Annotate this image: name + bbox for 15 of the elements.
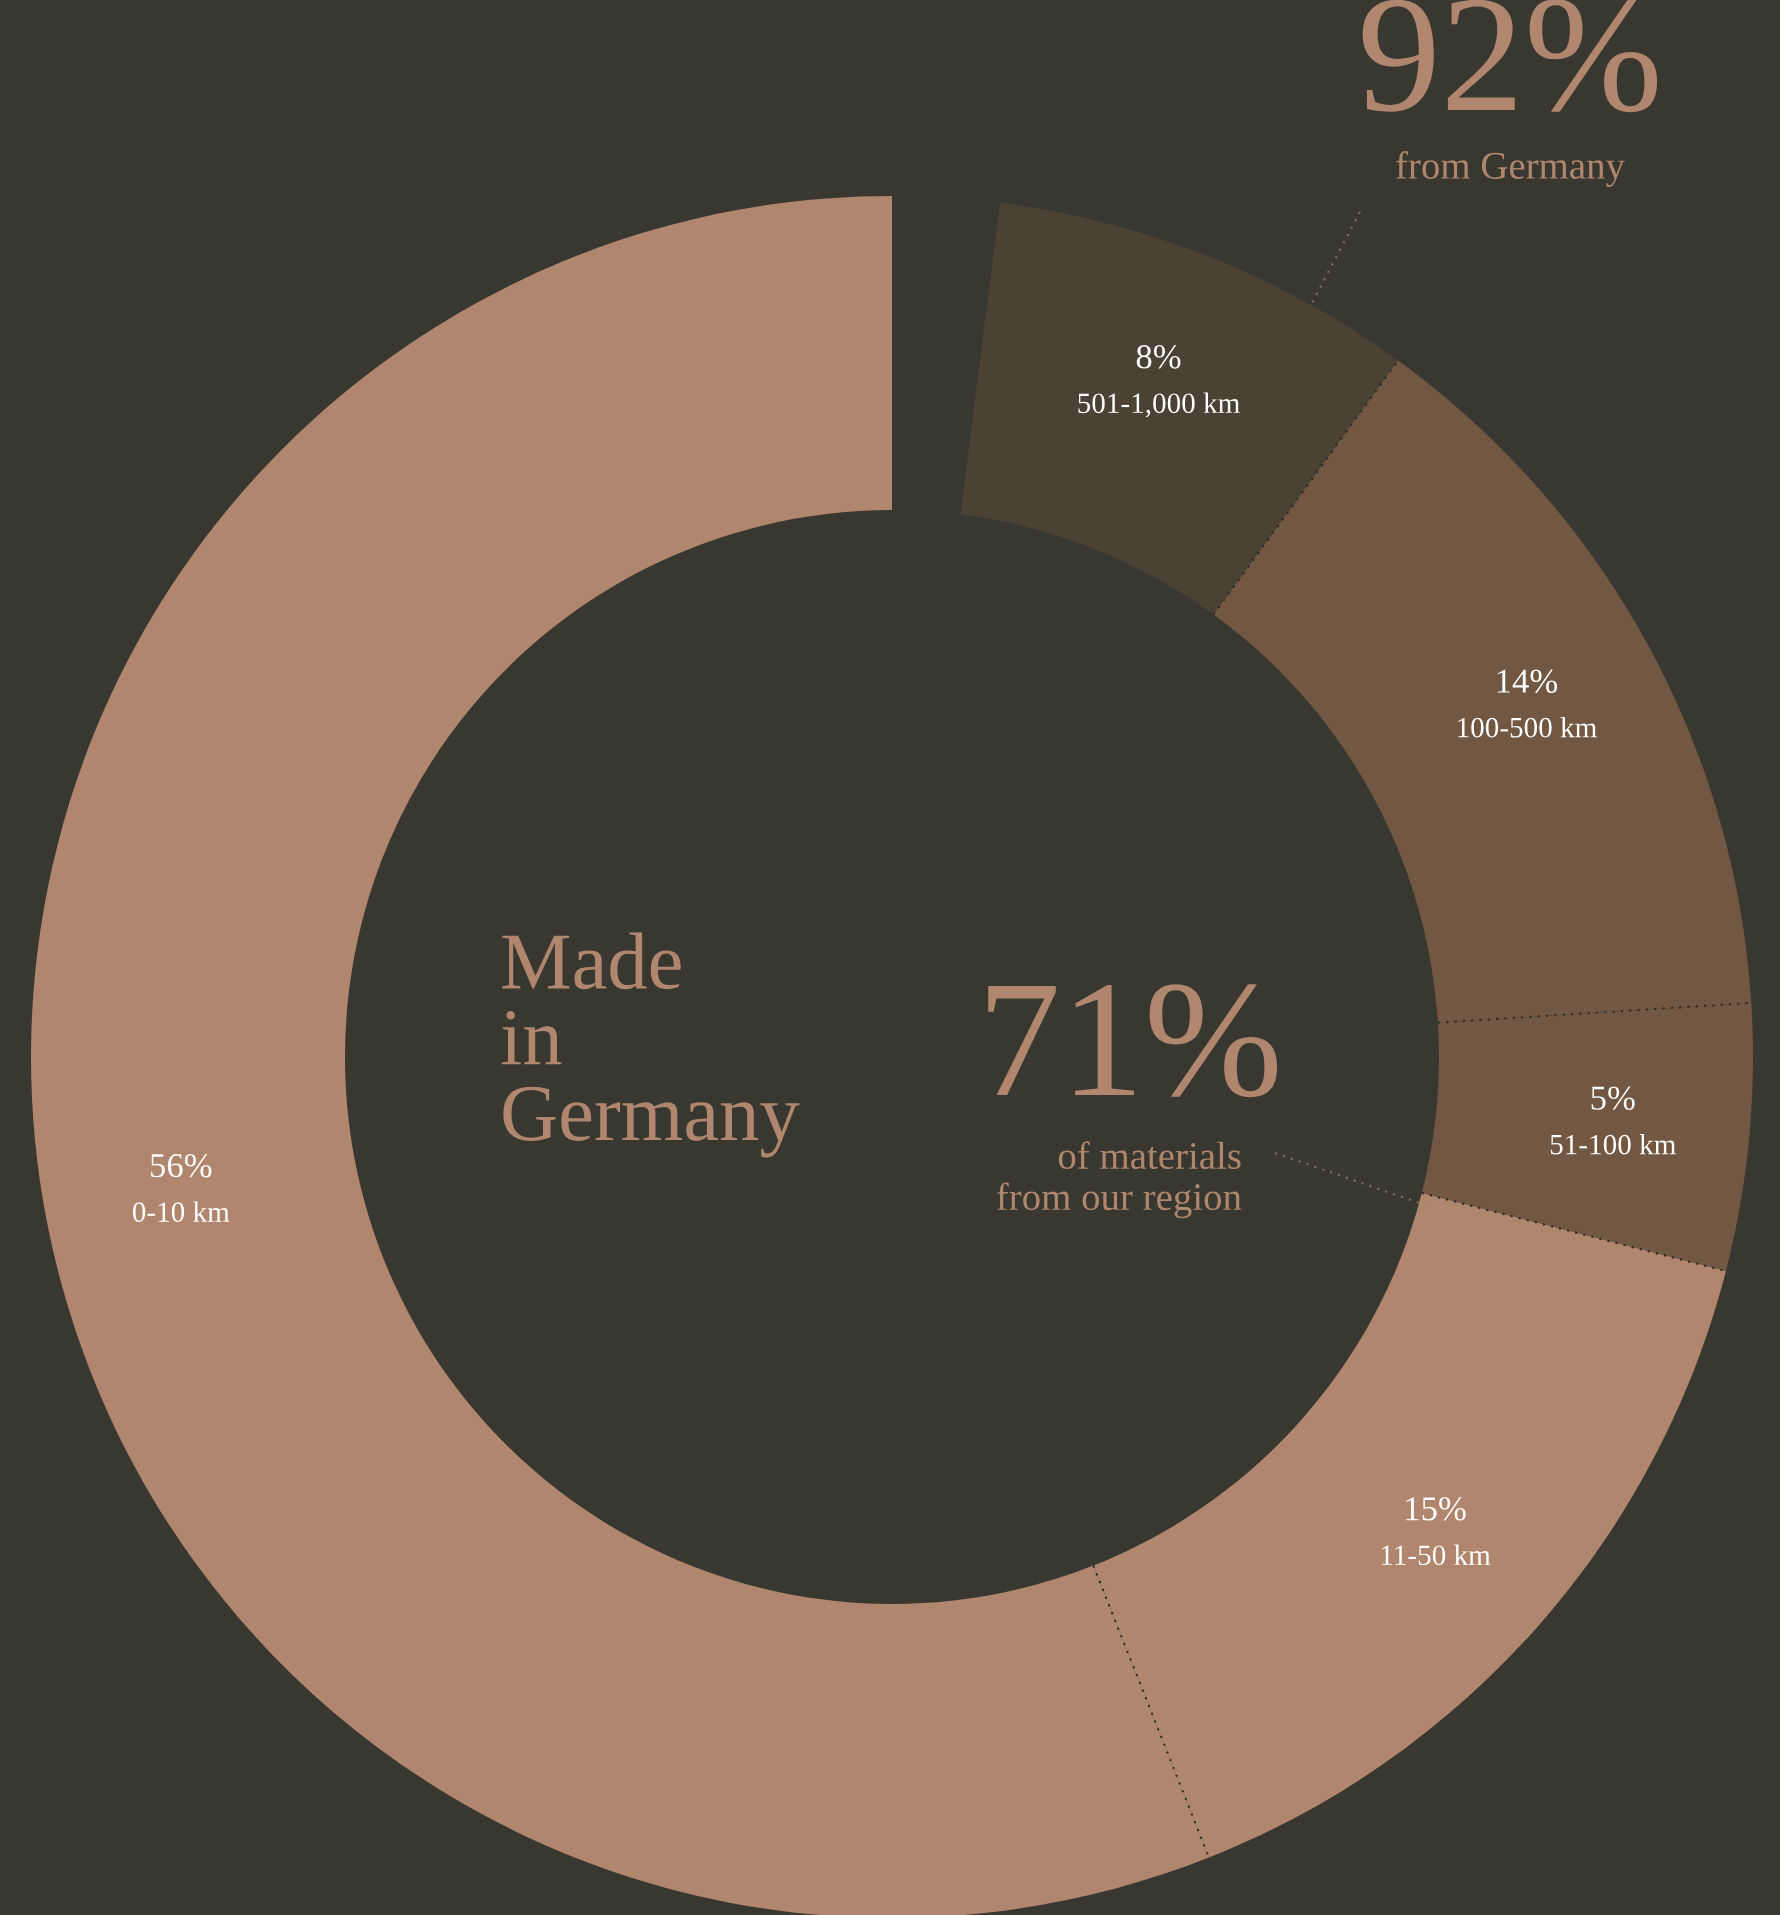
- data-label: 8%: [1136, 345, 1181, 369]
- text: Made in Germany: [501, 932, 800, 1158]
- text: from Germany: [1396, 151, 1625, 187]
- data-label: 15%: [1406, 1497, 1466, 1521]
- slice-label: 501-1,000 km: [1078, 392, 1240, 418]
- data-label: 14%: [1497, 669, 1558, 694]
- data-label: 56%: [151, 1153, 212, 1178]
- slice-label: 100-500 km: [1458, 716, 1597, 738]
- text: of materials from our region: [996, 1141, 1242, 1219]
- slice-label: 51-100 km: [1550, 1133, 1676, 1155]
- slice-label: 0-10 km: [132, 1201, 230, 1222]
- slice-label: 11-50 km: [1381, 1544, 1491, 1566]
- text: 71%: [988, 984, 1278, 1098]
- text: 92%: [1362, 0, 1658, 113]
- data-label: 5%: [1591, 1086, 1635, 1110]
